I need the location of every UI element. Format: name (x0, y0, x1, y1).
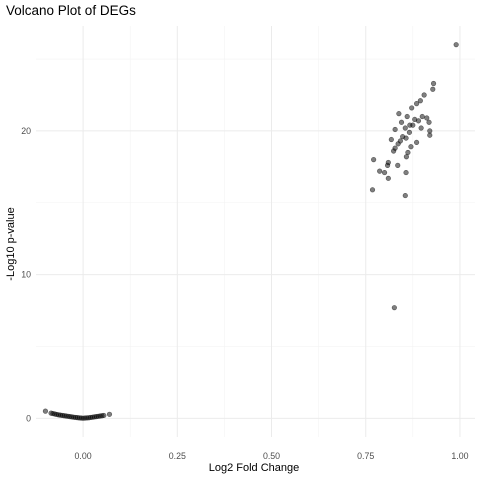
data-point (427, 120, 432, 125)
data-point (397, 111, 402, 116)
data-point (416, 119, 421, 124)
x-tick-label: 0.25 (169, 451, 186, 461)
y-tick-label: 10 (21, 270, 31, 280)
data-point (420, 114, 425, 119)
y-tick-label: 20 (21, 126, 31, 136)
data-point (430, 87, 435, 92)
data-point (414, 140, 419, 145)
data-point (409, 144, 414, 149)
data-point (404, 170, 409, 175)
data-point (43, 409, 48, 414)
data-point (404, 154, 409, 159)
data-point (427, 129, 432, 134)
data-point (454, 42, 459, 47)
data-point (389, 137, 394, 142)
y-axis-title: -Log10 p-value (5, 207, 17, 280)
data-point (407, 130, 412, 135)
data-point (414, 101, 419, 106)
data-point (405, 114, 410, 119)
data-point (422, 93, 427, 98)
data-point (392, 305, 397, 310)
data-point (385, 163, 390, 168)
data-point (427, 133, 432, 138)
data-point (377, 169, 382, 174)
data-point (370, 188, 375, 193)
data-point (409, 106, 414, 111)
x-tick-label: 1.00 (451, 451, 468, 461)
data-point (395, 163, 400, 168)
x-tick-label: 0.00 (75, 451, 92, 461)
data-point (393, 127, 398, 132)
data-point (431, 81, 436, 86)
data-point (419, 126, 424, 131)
chart-title: Volcano Plot of DEGs (6, 3, 136, 18)
data-point (102, 413, 107, 418)
data-point (424, 116, 429, 121)
data-point (403, 193, 408, 198)
x-tick-label: 0.50 (263, 451, 280, 461)
data-point (382, 170, 387, 175)
data-point (371, 157, 376, 162)
data-point (411, 123, 416, 128)
y-tick-label: 0 (26, 413, 31, 423)
data-point (404, 136, 409, 141)
data-point (391, 149, 396, 154)
data-point (406, 150, 411, 155)
data-point (396, 142, 401, 147)
data-point (403, 126, 408, 131)
data-point (107, 412, 112, 417)
x-tick-label: 0.75 (357, 451, 374, 461)
data-point (386, 176, 391, 181)
data-point (399, 120, 404, 125)
x-axis-title: Log2 Fold Change (209, 462, 300, 474)
